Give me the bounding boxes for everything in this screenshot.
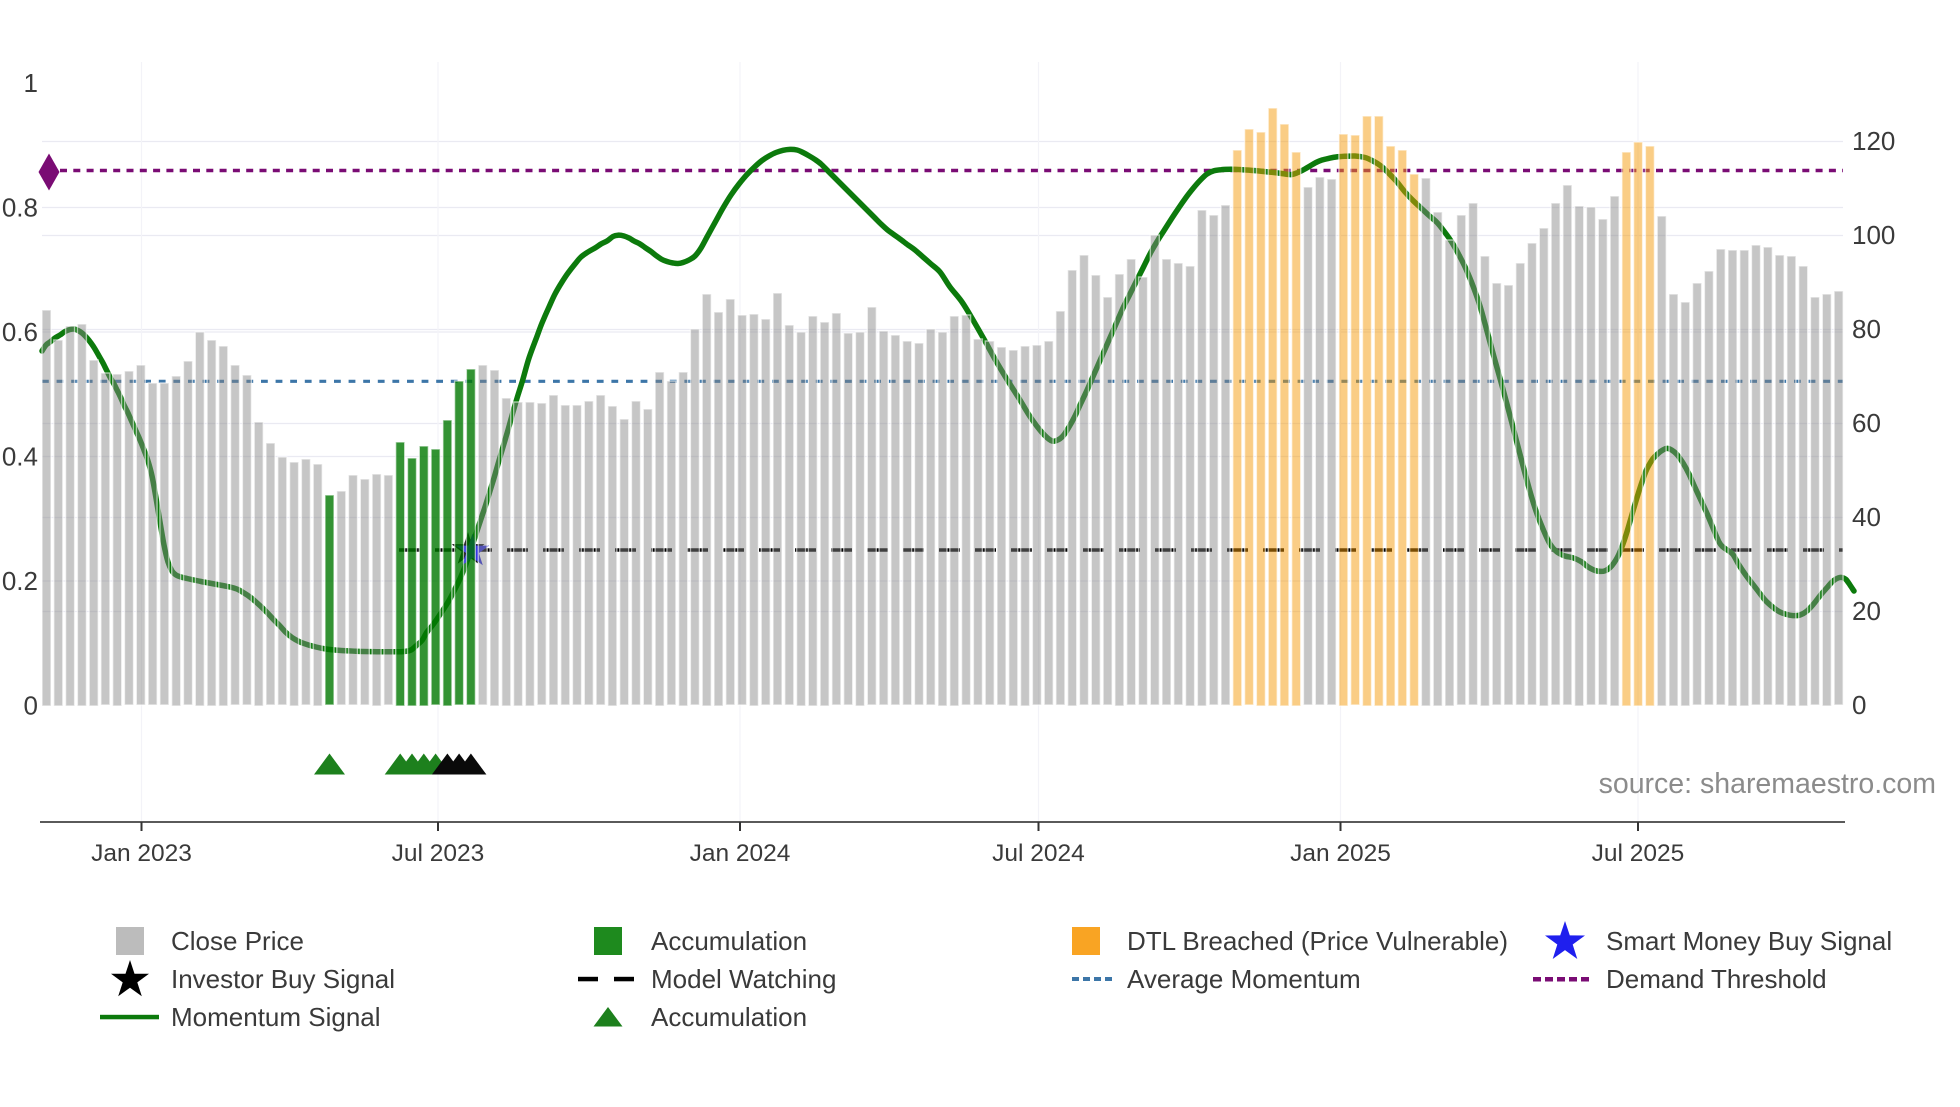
svg-text:80: 80: [1852, 314, 1881, 344]
svg-text:0.4: 0.4: [2, 442, 38, 472]
svg-text:Jan 2023: Jan 2023: [91, 840, 192, 867]
svg-text:DTL Breached (Price Vulnerable: DTL Breached (Price Vulnerable): [1127, 926, 1508, 956]
svg-text:0.8: 0.8: [2, 193, 38, 223]
svg-text:1: 1: [24, 68, 38, 98]
svg-text:Demand Threshold: Demand Threshold: [1606, 964, 1827, 994]
svg-text:Jul 2024: Jul 2024: [992, 840, 1085, 867]
svg-text:60: 60: [1852, 408, 1881, 438]
svg-text:0: 0: [1852, 690, 1866, 720]
svg-text:Investor Buy Signal: Investor Buy Signal: [171, 964, 395, 994]
svg-text:Accumulation: Accumulation: [651, 926, 807, 956]
svg-text:0.2: 0.2: [2, 566, 38, 596]
svg-text:Smart Money Buy Signal: Smart Money Buy Signal: [1606, 926, 1892, 956]
svg-text:100: 100: [1852, 220, 1895, 250]
svg-text:Average Momentum: Average Momentum: [1127, 964, 1361, 994]
svg-text:Jul 2023: Jul 2023: [392, 840, 485, 867]
svg-text:source: sharemaestro.com: source: sharemaestro.com: [1599, 768, 1936, 800]
svg-text:0.6: 0.6: [2, 317, 38, 347]
svg-text:0: 0: [24, 691, 38, 721]
svg-text:Model Watching: Model Watching: [651, 964, 836, 994]
svg-text:40: 40: [1852, 502, 1881, 532]
svg-text:Momentum Signal: Momentum Signal: [171, 1002, 381, 1032]
svg-text:Accumulation: Accumulation: [651, 1002, 807, 1032]
svg-text:Jan 2025: Jan 2025: [1290, 840, 1391, 867]
svg-text:Jan 2024: Jan 2024: [690, 840, 791, 867]
svg-text:Jul 2025: Jul 2025: [1592, 840, 1685, 867]
svg-text:120: 120: [1852, 126, 1895, 156]
svg-text:20: 20: [1852, 596, 1881, 626]
svg-text:Close Price: Close Price: [171, 926, 304, 956]
